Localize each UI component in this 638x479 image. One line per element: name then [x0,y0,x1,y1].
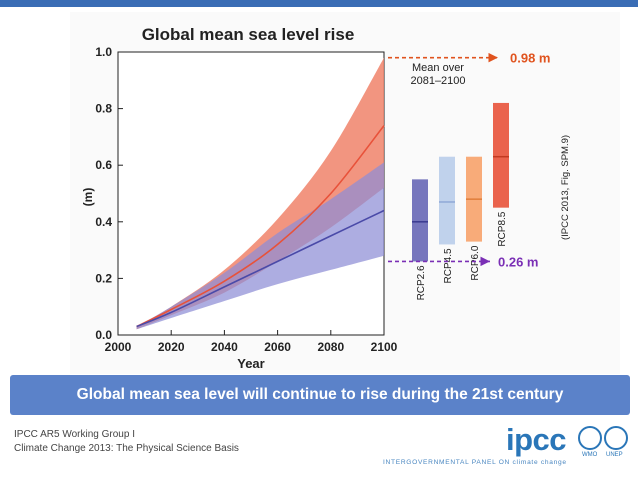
ipcc-tagline: INTERGOVERNMENTAL PANEL ON climate chang… [383,459,567,466]
y-axis-label: (m) [81,188,95,207]
unep-label: UNEP [606,452,623,458]
annotation-026: 0.26 m [498,254,538,269]
band-rcp85 [136,57,384,330]
x-tick-label: 2100 [371,340,398,354]
bar-label-rcp60: RCP6.0 [470,245,481,280]
bar-rcp45 [439,156,455,245]
top-accent-bar [0,0,638,7]
footer-credit: IPCC AR5 Working Group I Climate Change … [14,428,239,456]
x-tick-label: 2060 [264,340,291,354]
unep-emblem-icon [604,426,628,450]
bar-label-rcp26: RCP2.6 [416,265,427,300]
x-axis-label: Year [237,356,264,371]
bar-label-rcp85: RCP8.5 [497,211,508,246]
figure-caption: (IPCC 2013, Fig. SPM.9) [560,134,571,240]
ipcc-logo: ipcc [506,422,567,457]
y-tick-label: 0.4 [95,215,112,229]
band-rcp26 [136,162,384,330]
y-tick-label: 0.6 [95,158,112,172]
bars-label: Mean over 2081–2100 [410,62,465,87]
bar-rcp85 [493,102,509,208]
x-tick-label: 2000 [105,340,132,354]
mean-line-rcp85 [136,125,385,328]
wmo-emblem-icon [578,426,602,450]
footer-line-2: Climate Change 2013: The Physical Scienc… [14,443,239,454]
headline-banner: Global mean sea level will continue to r… [10,375,630,415]
y-tick-label: 0.2 [95,271,112,285]
y-tick-label: 1.0 [95,45,112,59]
annotation-098: 0.98 m [510,51,550,66]
footer-line-1: IPCC AR5 Working Group I [14,429,135,440]
mean-line-rcp26 [136,209,385,328]
y-tick-label: 0.8 [95,102,112,116]
wmo-label: WMO [582,452,598,458]
bar-label-rcp45: RCP4.5 [443,248,454,283]
x-tick-label: 2020 [158,340,185,354]
x-tick-label: 2080 [317,340,344,354]
bar-rcp26 [412,179,428,262]
chart-title: Global mean sea level rise [142,25,355,44]
x-tick-label: 2040 [211,340,238,354]
y-tick-label: 0.0 [95,328,112,342]
sea-level-chart: Global mean sea level rise 2000 2020 2040 2… [81,25,550,371]
